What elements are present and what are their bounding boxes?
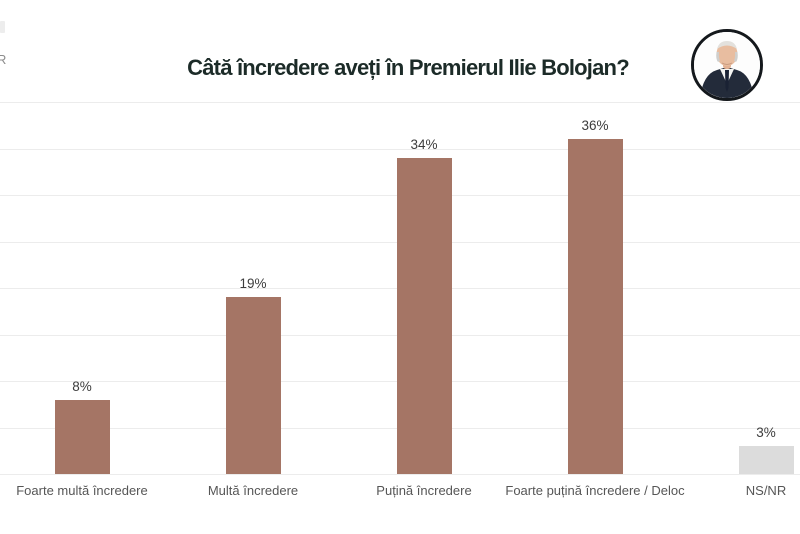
bar-value-label: 3%: [756, 425, 776, 440]
chart-bar: [396, 158, 452, 474]
bar-value-label: 19%: [239, 276, 267, 291]
gridline: [0, 149, 800, 150]
bar-value-label: 34%: [410, 137, 438, 152]
person-portrait-icon: [694, 32, 760, 98]
category-label: NS/NR: [745, 483, 787, 498]
category-label: Multă încredere: [207, 483, 299, 498]
category-label: Foarte multă încredere: [16, 483, 148, 498]
gridline: [0, 474, 800, 475]
chart-bar: [738, 446, 794, 474]
bar-value-label: 8%: [72, 379, 92, 394]
page-title: Câtă încredere aveți în Premierul Ilie B…: [187, 55, 629, 80]
chart-bar: [54, 400, 110, 474]
logo-fragment-shape: [0, 21, 5, 33]
chart-bar: [225, 297, 281, 474]
category-label: Foarte puțină încredere / Deloc: [505, 483, 685, 498]
portrait-photo: [691, 29, 763, 101]
gridline: [0, 102, 800, 103]
logo-fragment-text: R: [0, 52, 7, 67]
chart-bar: [567, 139, 623, 474]
category-label: Puțină încredere: [376, 483, 472, 498]
bar-value-label: 36%: [581, 118, 609, 133]
